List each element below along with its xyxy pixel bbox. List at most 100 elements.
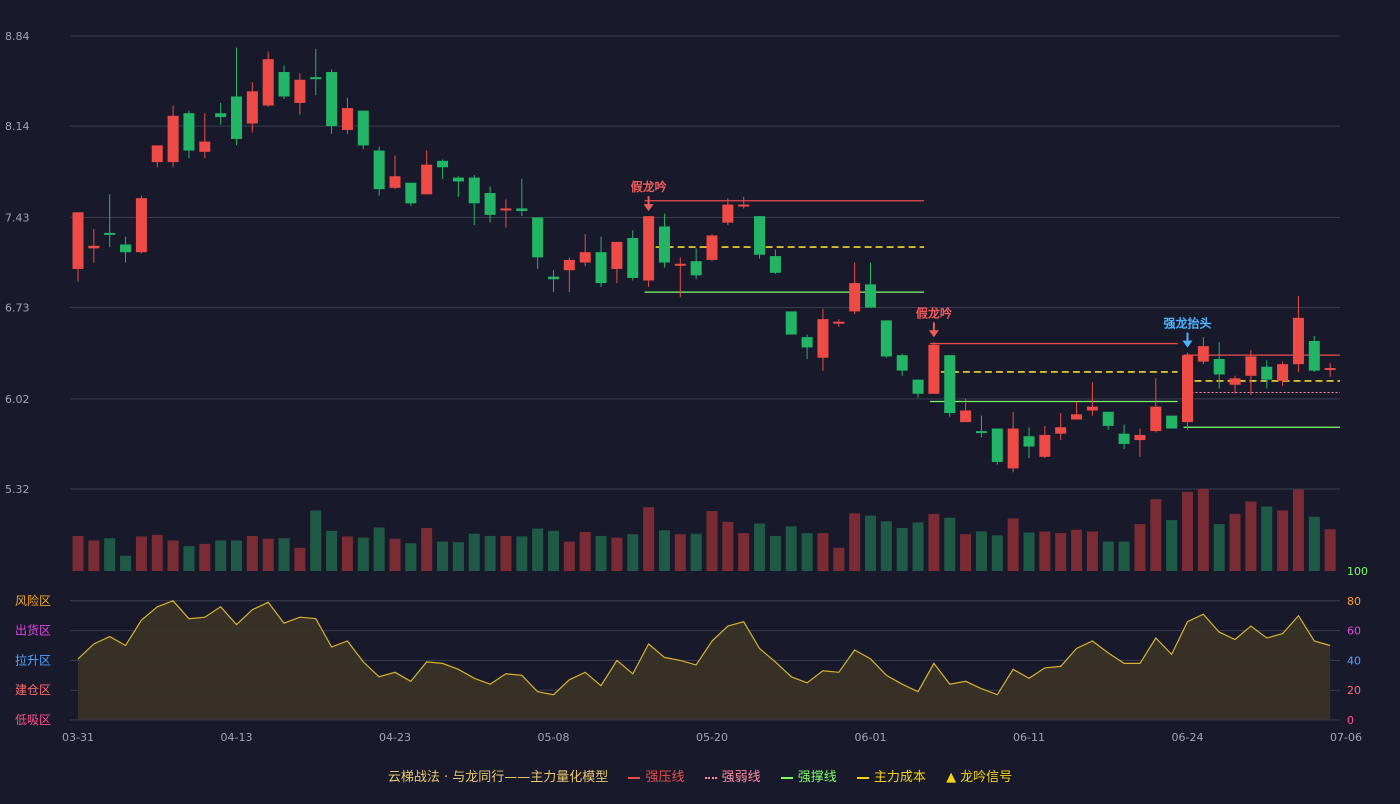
x-tick-label: 04-13	[221, 731, 253, 744]
candle-body	[1213, 359, 1225, 375]
volume-bar	[1039, 531, 1051, 571]
candle-body	[706, 235, 718, 260]
candle-body	[1039, 434, 1051, 457]
signal-arrow-icon	[1182, 340, 1193, 348]
legend-item-signal[interactable]: ▲ 龙吟信号	[946, 766, 1012, 785]
volume-bar	[754, 523, 766, 571]
candle-body	[135, 198, 147, 253]
volume-bar	[579, 531, 591, 571]
volume-bar	[532, 528, 544, 571]
volume-bar	[1134, 524, 1146, 571]
candle-body	[563, 259, 575, 271]
volume-bar	[1261, 506, 1273, 571]
candle-body	[357, 110, 369, 146]
legend-item-cost[interactable]: 主力成本	[856, 766, 926, 785]
volume-bar	[1245, 501, 1257, 571]
candle-body	[120, 244, 132, 253]
volume-bar	[627, 534, 639, 571]
triangle-icon: ▲	[946, 770, 957, 785]
price-tick-label: 6.73	[5, 302, 30, 315]
volume-bar	[1086, 531, 1098, 571]
volume-bar	[738, 533, 750, 571]
candle-body	[896, 355, 908, 371]
x-tick-label: 06-24	[1172, 731, 1204, 744]
candle-body	[849, 283, 861, 312]
candle-body	[1308, 341, 1320, 371]
legend-item-support[interactable]: 强撑线	[780, 766, 837, 785]
candle-body	[754, 216, 766, 255]
candle-body	[167, 115, 179, 163]
candle-body	[1182, 355, 1193, 423]
candle-body	[373, 150, 385, 190]
candle-body	[389, 176, 401, 188]
volume-bar	[1102, 541, 1114, 571]
candle-body	[294, 79, 306, 103]
legend-signal-label: 龙吟信号	[960, 770, 1013, 785]
volume-bar	[151, 534, 163, 571]
candle-body	[452, 177, 464, 182]
candle-body	[1245, 356, 1257, 376]
volume-bar	[1023, 532, 1035, 571]
candle-body	[801, 337, 813, 348]
price-tick-label: 8.14	[5, 120, 30, 133]
candle-body	[722, 204, 734, 223]
volume-bar	[865, 515, 876, 571]
candle-body	[72, 212, 84, 269]
volume-bar	[801, 533, 813, 571]
candle-body	[183, 113, 195, 151]
x-tick-label: 05-20	[696, 731, 728, 744]
volume-bar	[912, 522, 924, 571]
volume-bar	[373, 527, 385, 571]
volume-bar	[104, 538, 116, 571]
volume-bar	[1055, 533, 1067, 571]
volume-bar	[405, 543, 417, 571]
volume-bar	[516, 536, 528, 571]
volume-bar	[452, 542, 464, 571]
volume-bar	[262, 538, 274, 571]
volume-bar	[928, 513, 940, 571]
candle-body	[769, 256, 781, 273]
candle-body	[944, 355, 956, 414]
volume-bar	[1213, 524, 1225, 571]
candle-body	[928, 344, 940, 394]
volume-bar	[960, 534, 972, 571]
volume-bar	[231, 540, 242, 571]
candle-body	[532, 217, 544, 258]
volume-bar	[310, 510, 322, 571]
candle-body	[880, 320, 892, 357]
volume-bar	[1182, 491, 1193, 571]
volume-bar	[215, 540, 227, 571]
volume-bar	[674, 534, 686, 571]
volume-bar	[1118, 541, 1130, 571]
candle-body	[1134, 434, 1146, 441]
volume-bar	[643, 507, 655, 571]
volume-bar	[690, 533, 702, 571]
volume-bar	[880, 521, 892, 571]
volume-bar	[246, 535, 258, 571]
volume-bar	[849, 513, 861, 571]
volume-bar	[294, 547, 306, 571]
x-tick-label: 07-06	[1330, 731, 1362, 744]
volume-bar	[611, 537, 623, 571]
candle-body	[548, 276, 559, 280]
candle-body	[1055, 427, 1067, 434]
candle-body	[231, 96, 242, 139]
candle-body	[1261, 366, 1273, 380]
candle-body	[865, 284, 876, 308]
volume-bar	[896, 528, 908, 571]
legend-title: 云梯战法 · 与龙同行——主力量化模型	[387, 770, 609, 785]
price-tick-label: 8.84	[5, 30, 30, 43]
volume-bar	[817, 533, 829, 571]
volume-bar	[991, 535, 1003, 571]
candle-body	[1292, 317, 1304, 365]
x-tick-label: 06-01	[855, 731, 887, 744]
candle-body	[88, 245, 100, 249]
legend-item-pressure[interactable]: 强压线	[628, 766, 684, 785]
candle-body	[912, 379, 924, 394]
candle-body	[1007, 428, 1019, 469]
candle-body	[611, 241, 623, 269]
volume-bar	[357, 537, 369, 571]
volume-bar	[437, 541, 449, 571]
legend-item-weak[interactable]: 强弱线	[704, 766, 761, 785]
